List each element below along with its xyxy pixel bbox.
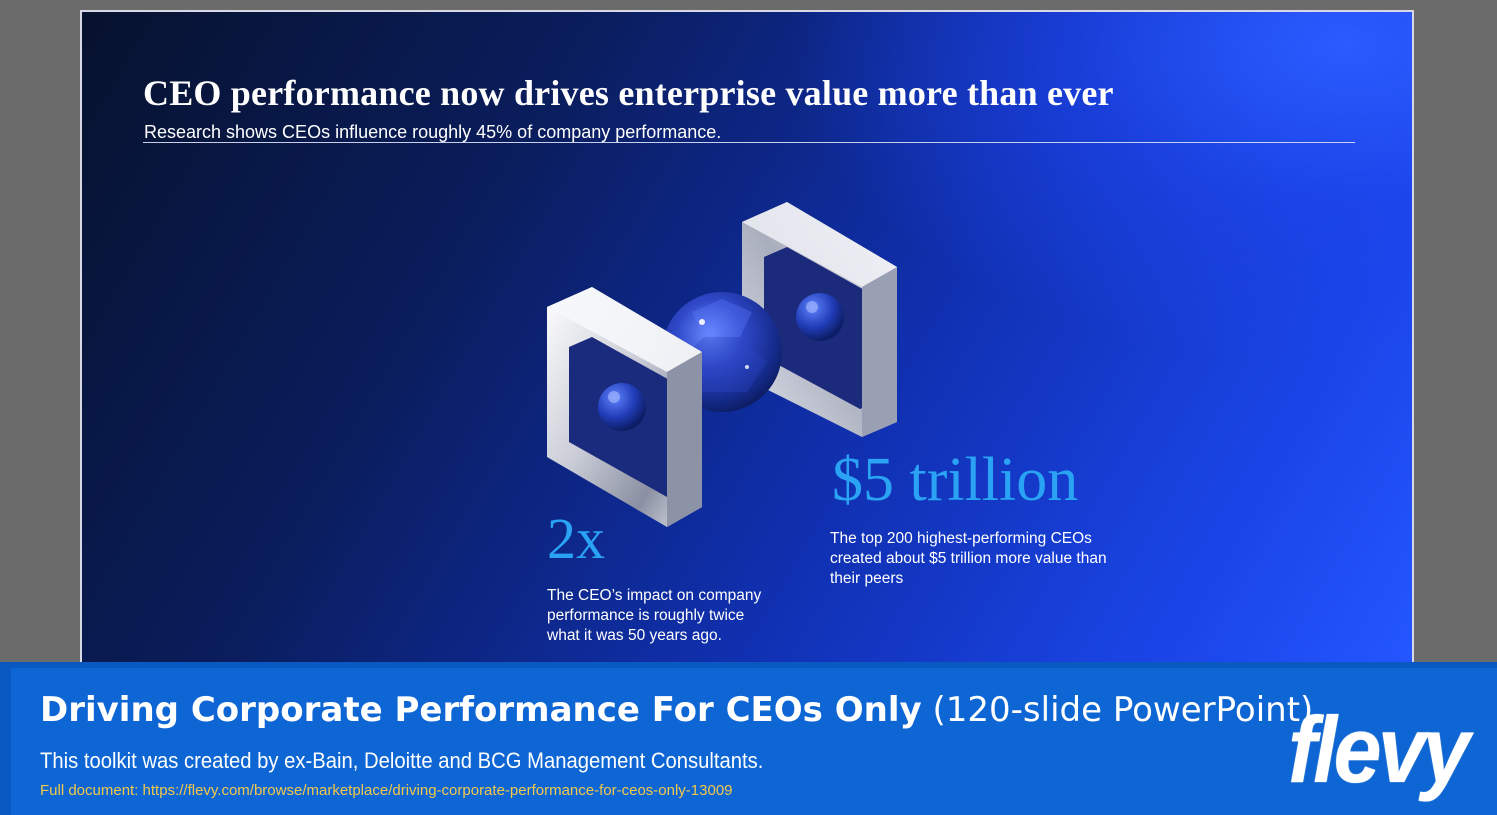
stat-description-5-trillion: The top 200 highest-performing CEOs crea… [830, 530, 1107, 587]
document-description: This toolkit was created by ex-Bain, Del… [40, 748, 764, 773]
document-banner [0, 662, 1497, 815]
slide-title: CEO performance now drives enterprise va… [143, 73, 1114, 113]
stat-value-5-trillion: $5 trillion [832, 446, 1079, 514]
stat-description-2x: The CEO’s impact on company performance … [547, 587, 762, 644]
document-title-main: Driving Corporate Performance For CEOs O… [40, 690, 922, 730]
document-title: Driving Corporate Performance For CEOs O… [40, 690, 1313, 730]
title-divider [143, 142, 1355, 143]
banner-panel [11, 668, 1497, 815]
document-title-format: (120-slide PowerPoint) [932, 690, 1314, 730]
stat-value-2x: 2x [547, 506, 605, 571]
slide-preview: CEO performance now drives enterprise va… [80, 10, 1414, 670]
full-document-link[interactable]: Full document: https://flevy.com/browse/… [40, 782, 733, 799]
flevy-logo[interactable]: flevy [1288, 697, 1470, 802]
slide-subtitle: Research shows CEOs influence roughly 45… [144, 122, 722, 142]
silver-frames-with-blue-gems-icon [547, 202, 897, 527]
